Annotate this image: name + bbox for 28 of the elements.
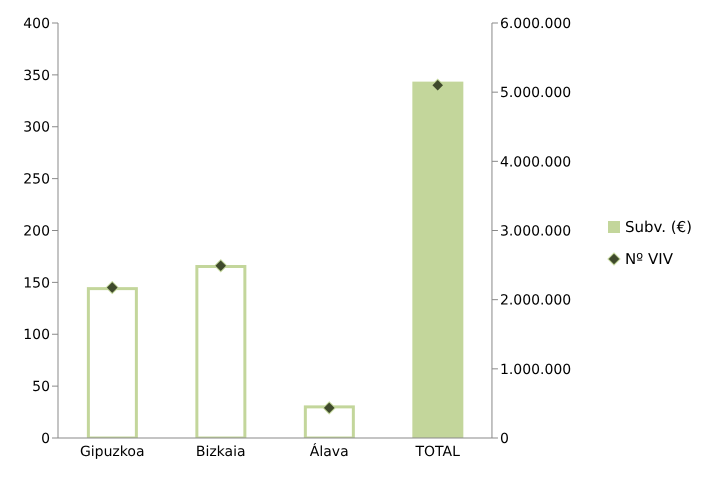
- y-tick-label: 50: [32, 379, 50, 396]
- y-tick-label: 150: [23, 275, 50, 292]
- y2-tick-label: 2.000.000: [500, 292, 572, 309]
- y-tick-label: 400: [23, 16, 50, 32]
- point: [106, 281, 119, 294]
- y-tick-label: 0: [41, 430, 50, 447]
- bar: [412, 82, 464, 438]
- point: [322, 401, 336, 414]
- y-tick-label: 350: [23, 68, 50, 84]
- bar: [304, 405, 355, 438]
- point: [214, 259, 228, 272]
- x-tick-label: Álava: [310, 442, 349, 460]
- y2-tick-label: 5.000.000: [500, 85, 572, 102]
- y2-tick-label: 1.000.000: [500, 362, 572, 378]
- x-tick-label: Bizkaia: [196, 444, 246, 460]
- y-tick-label: 100: [23, 327, 50, 344]
- point: [431, 78, 444, 92]
- x-tick-label: TOTAL: [414, 444, 460, 460]
- x-tick-label: Gipuzkoa: [80, 444, 145, 460]
- y-tick-label: 250: [23, 172, 50, 188]
- legend-label: Subv. (€): [624, 218, 692, 236]
- y2-tick-label: 6.000.000: [500, 16, 572, 32]
- y2-tick-label: 0: [500, 430, 509, 447]
- y2-tick-label: 4.000.000: [500, 154, 572, 170]
- y-tick-label: 200: [23, 223, 50, 240]
- legend-label: Nº VIV: [624, 250, 673, 268]
- y-tick-label: 300: [23, 120, 50, 136]
- y2-tick-label: 3.000.000: [500, 223, 572, 240]
